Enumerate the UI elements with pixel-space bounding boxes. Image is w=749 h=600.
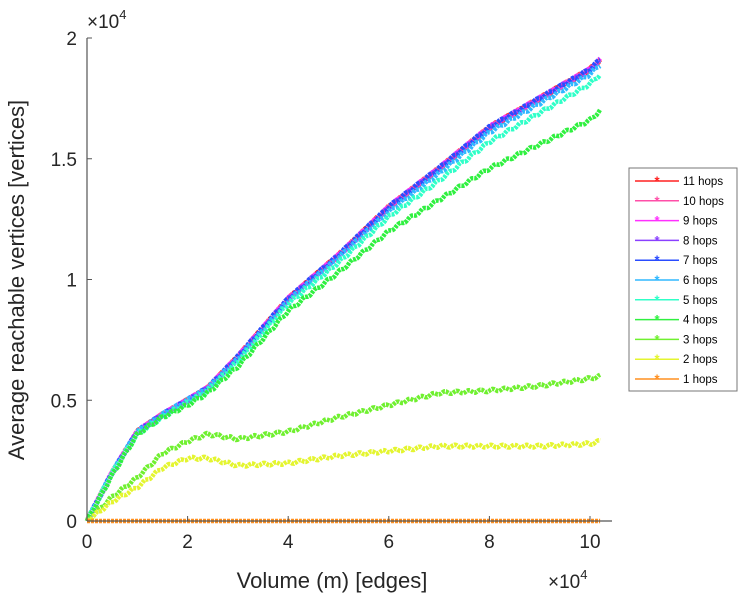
legend-label: 11 hops <box>683 176 723 188</box>
y-axis-label: Average reachable vertices [vertices] <box>4 100 29 460</box>
asterisk-marker-icon: * <box>654 174 660 189</box>
legend-item: * 5 hops <box>635 292 718 307</box>
series-layer <box>84 56 603 524</box>
x-tick-label: 4 <box>283 532 294 553</box>
asterisk-marker-icon: * <box>654 233 660 248</box>
series-line-5-hops <box>84 73 602 522</box>
legend-label: 5 hops <box>683 295 718 307</box>
legend-label: 2 hops <box>683 354 718 366</box>
asterisk-marker-icon: * <box>654 312 660 327</box>
legend: * 11 hops * 10 hops * 9 hops * 8 hops * 7 hops * 6 … <box>628 167 738 392</box>
legend-item: * 11 hops <box>635 174 723 189</box>
y-tick-label: 1 <box>66 271 77 292</box>
x-tick-label: 8 <box>484 532 495 553</box>
series-line-3-hops <box>85 372 602 523</box>
ticks: 0 2 4 6 8 10 0 0.5 1 1.5 2 <box>51 29 601 553</box>
legend-item: * 9 hops <box>635 213 718 228</box>
legend-label: 10 hops <box>683 196 724 208</box>
asterisk-marker-icon: * <box>654 352 660 367</box>
y-tick-label: 0.5 <box>51 391 77 412</box>
y-tick-label: 0 <box>66 512 77 533</box>
legend-item: * 2 hops <box>635 352 718 367</box>
legend-item: * 8 hops <box>635 233 718 248</box>
legend-label: 9 hops <box>683 216 718 228</box>
asterisk-marker-icon: * <box>654 292 660 307</box>
x-multiplier: ×104 <box>548 567 587 593</box>
asterisk-marker-icon: * <box>654 372 660 387</box>
asterisk-marker-icon: * <box>654 193 660 208</box>
asterisk-marker-icon: * <box>654 332 660 347</box>
legend-item: * 7 hops <box>635 253 718 268</box>
asterisk-marker-icon: * <box>654 213 660 228</box>
legend-label: 1 hops <box>683 374 718 386</box>
legend-label: 3 hops <box>683 334 718 346</box>
legend-label: 7 hops <box>683 255 718 267</box>
legend-item: * 10 hops <box>635 193 724 208</box>
x-tick-label: 6 <box>384 532 395 553</box>
legend-item: * 6 hops <box>635 273 718 288</box>
legend-item: * 4 hops <box>635 312 718 327</box>
legend-label: 4 hops <box>683 315 718 327</box>
legend-label: 8 hops <box>683 235 718 247</box>
y-tick-label: 1.5 <box>51 150 77 171</box>
y-tick-label: 2 <box>66 29 77 50</box>
x-tick-label: 10 <box>579 532 600 553</box>
asterisk-marker-icon: * <box>654 253 660 268</box>
legend-item: * 1 hops <box>635 372 718 387</box>
y-multiplier: ×104 <box>87 7 126 33</box>
series-line-4-hops <box>84 108 603 522</box>
x-tick-label: 0 <box>82 532 93 553</box>
x-tick-label: 2 <box>182 532 193 553</box>
legend-item: * 3 hops <box>635 332 718 347</box>
series-line-2-hops <box>86 438 601 524</box>
series-line-6-hops <box>85 64 602 523</box>
x-axis-label: Volume (m) [edges] <box>237 568 428 593</box>
legend-label: 6 hops <box>683 275 718 287</box>
asterisk-marker-icon: * <box>654 273 660 288</box>
